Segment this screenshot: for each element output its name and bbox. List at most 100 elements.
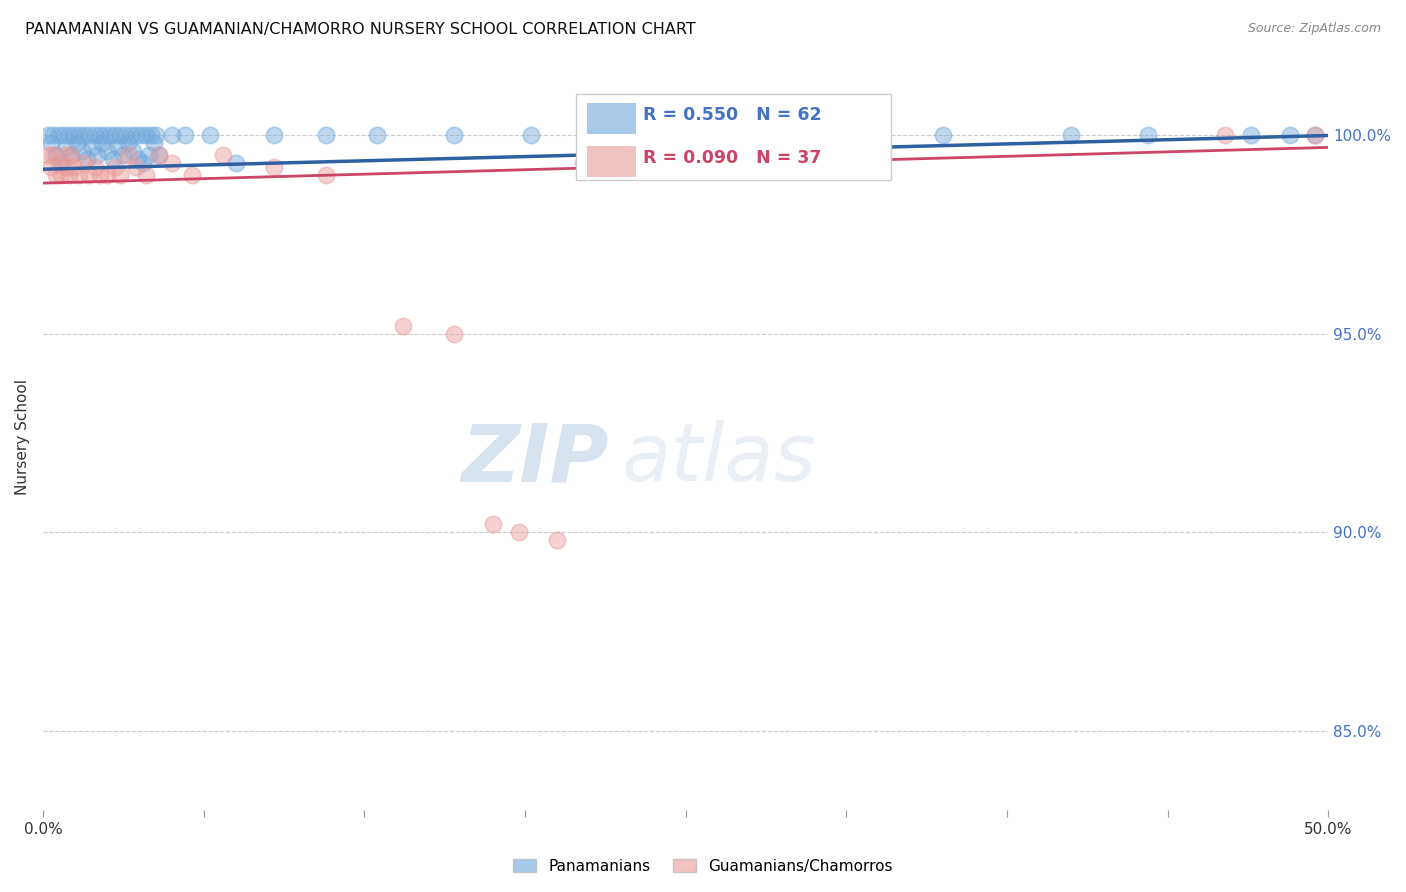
Point (508, 525, 530, 540)
Point (67, 168, 90, 182)
Point (1060, 128, 1083, 143)
Point (392, 318, 415, 333)
Point (73, 156, 96, 170)
Point (37, 128, 59, 143)
Point (1137, 128, 1160, 143)
Point (70, 145, 93, 159)
Point (160, 156, 183, 170)
Point (173, 128, 195, 143)
Point (482, 517, 505, 532)
Point (55, 160, 77, 174)
Point (86, 148, 108, 162)
Point (51, 168, 73, 182)
Point (263, 160, 285, 174)
Point (89, 168, 111, 182)
Point (91, 136, 114, 151)
Point (315, 168, 337, 182)
Point (1278, 128, 1301, 143)
Point (148, 148, 170, 162)
Point (572, 156, 595, 170)
Point (110, 128, 132, 143)
Point (263, 128, 285, 143)
Point (79, 168, 101, 182)
Text: atlas: atlas (621, 420, 815, 499)
Point (51, 156, 73, 170)
Point (623, 148, 645, 162)
Point (127, 153, 149, 167)
Point (52, 148, 75, 162)
Point (94, 128, 117, 143)
Point (96, 168, 118, 182)
FancyBboxPatch shape (586, 103, 636, 134)
Point (110, 168, 132, 182)
Point (443, 128, 465, 143)
Point (212, 148, 235, 162)
Point (803, 128, 825, 143)
Text: PANAMANIAN VS GUAMANIAN/CHAMORRO NURSERY SCHOOL CORRELATION CHART: PANAMANIAN VS GUAMANIAN/CHAMORRO NURSERY… (25, 22, 696, 37)
Text: R = 0.550   N = 62: R = 0.550 N = 62 (644, 106, 823, 124)
Point (39, 160, 62, 174)
Point (114, 128, 136, 143)
Text: Source: ZipAtlas.com: Source: ZipAtlas.com (1247, 22, 1381, 36)
Point (138, 148, 160, 162)
Point (1215, 128, 1237, 143)
Point (135, 168, 157, 182)
Point (83, 160, 105, 174)
Point (42, 148, 65, 162)
Point (117, 148, 139, 162)
Point (546, 533, 568, 548)
Point (129, 128, 152, 143)
FancyBboxPatch shape (586, 145, 636, 177)
Point (58, 128, 80, 143)
Point (1303, 128, 1326, 143)
Point (160, 128, 183, 143)
Point (225, 156, 247, 170)
Point (1303, 128, 1326, 143)
Point (80, 140, 103, 154)
Point (931, 128, 953, 143)
Point (55, 140, 77, 154)
Point (96, 145, 118, 159)
Point (104, 128, 127, 143)
Point (58, 168, 80, 182)
Point (200, 128, 222, 143)
Point (48, 128, 70, 143)
Point (63, 160, 86, 174)
Point (1240, 128, 1263, 143)
Point (145, 128, 167, 143)
Legend: Panamanians, Guamanians/Chamorros: Panamanians, Guamanians/Chamorros (508, 853, 898, 880)
Y-axis label: Nursery School: Nursery School (15, 379, 30, 495)
Point (142, 136, 165, 151)
Point (111, 148, 134, 162)
Point (37, 148, 59, 162)
Point (73, 128, 96, 143)
Point (83, 128, 105, 143)
Point (520, 128, 543, 143)
Point (42, 128, 65, 143)
Point (700, 128, 723, 143)
Point (139, 128, 162, 143)
Point (60, 148, 83, 162)
Point (443, 326, 465, 341)
Text: ZIP: ZIP (461, 420, 609, 499)
Point (148, 148, 170, 162)
Point (98, 128, 121, 143)
Point (101, 153, 124, 167)
Text: R = 0.090   N = 37: R = 0.090 N = 37 (644, 149, 821, 167)
Point (60, 148, 83, 162)
FancyBboxPatch shape (576, 94, 891, 179)
Point (366, 128, 388, 143)
Point (89, 128, 111, 143)
Point (48, 156, 70, 170)
Point (79, 128, 101, 143)
Point (107, 140, 129, 154)
Point (181, 168, 204, 182)
Point (125, 128, 148, 143)
Point (52, 128, 75, 143)
Point (117, 136, 139, 151)
Point (45, 168, 67, 182)
Point (132, 156, 155, 170)
Point (120, 128, 142, 143)
Point (135, 128, 157, 143)
Point (39, 136, 62, 151)
